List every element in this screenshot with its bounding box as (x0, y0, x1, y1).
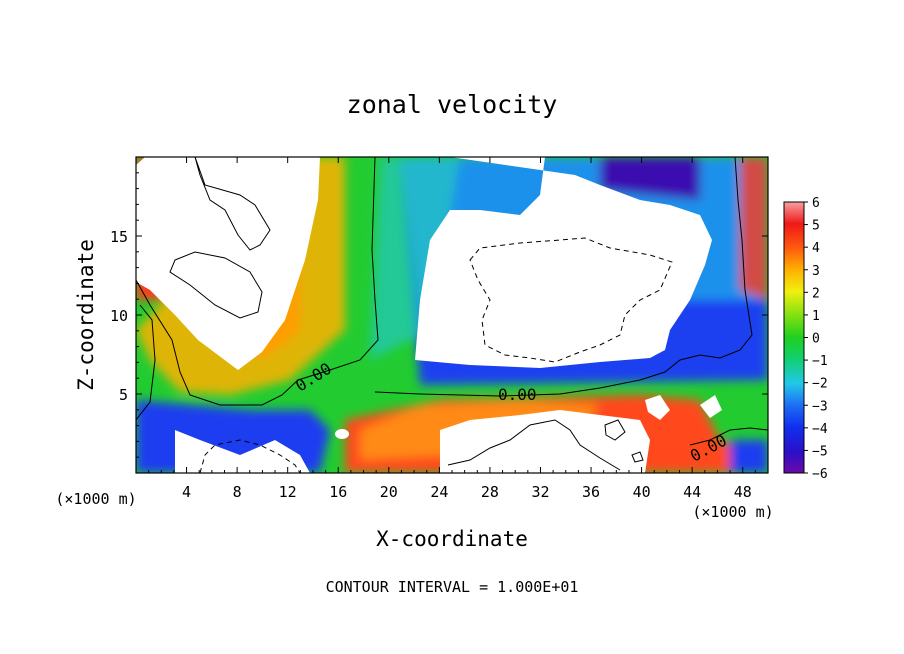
undefined-regions (136, 157, 722, 473)
x-tick-label: 48 (734, 483, 752, 501)
x-axis: 4 8 12 16 20 24 28 32 36 40 44 48 (148, 157, 756, 501)
plot-area: 0.00 0.00 0.00 (136, 157, 768, 473)
x-tick-label: 20 (380, 483, 398, 501)
colorbar-tick-label: −4 (812, 422, 828, 437)
colorbar-tick-label: −5 (812, 444, 828, 459)
x-tick-label: 44 (683, 483, 701, 501)
colorbar-tick-label: 1 (812, 309, 820, 324)
y-axis-title: Z-coordinate (74, 239, 98, 391)
chart-title: zonal velocity (347, 90, 558, 119)
colorbar-tick-label: −3 (812, 399, 828, 414)
colorbar-ticks: 6 5 4 3 2 1 0 −1 −2 −3 −4 −5 −6 (804, 196, 828, 482)
y-tick-label: 10 (110, 307, 128, 325)
colorbar-tick-label: −2 (812, 377, 828, 392)
y-tick-label: 5 (119, 386, 128, 404)
colorbar-tick-label: 3 (812, 264, 820, 279)
x-tick-label: 12 (279, 483, 297, 501)
contour-label: 0.00 (498, 385, 537, 404)
x-tick-label: 28 (481, 483, 499, 501)
contour-interval-note: CONTOUR INTERVAL = 1.000E+01 (326, 578, 579, 596)
y-axis: 5 10 15 (110, 172, 768, 458)
x-tick-label: 40 (633, 483, 651, 501)
x-tick-label: 8 (233, 483, 242, 501)
colorbar-tick-label: 2 (812, 286, 820, 301)
x-tick-label: 36 (582, 483, 600, 501)
colorbar (783, 201, 805, 474)
colorbar-tick-label: −1 (812, 354, 828, 369)
colorbar-tick-label: 5 (812, 219, 820, 234)
x-tick-label: 24 (430, 483, 448, 501)
colorbar-tick-label: 4 (812, 241, 820, 256)
colorbar-tick-label: 6 (812, 196, 820, 211)
z-unit-label: (×1000 m) (692, 503, 773, 521)
x-axis-title: X-coordinate (376, 527, 528, 551)
colorbar-tick-label: 0 (812, 332, 820, 347)
x-tick-label: 32 (531, 483, 549, 501)
x-unit-label: (×1000 m) (55, 490, 136, 508)
y-tick-label: 15 (110, 228, 128, 246)
contour-lines (136, 157, 768, 473)
colorbar-tick-label: −6 (812, 467, 828, 482)
x-tick-label: 4 (182, 483, 191, 501)
x-tick-label: 16 (329, 483, 347, 501)
